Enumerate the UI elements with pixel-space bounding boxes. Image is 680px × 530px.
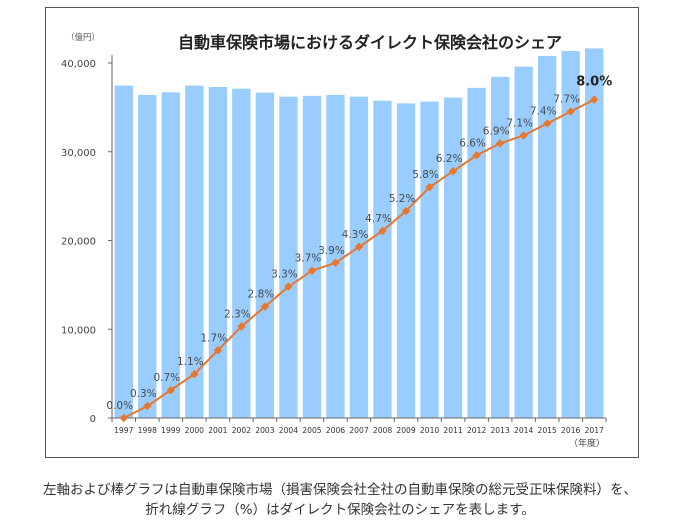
y-tick-label: 30,000 <box>61 148 96 159</box>
share-data-label: 6.6% <box>459 137 486 149</box>
x-tick-label: 2005 <box>302 426 321 435</box>
y-tick-label: 0 <box>90 414 96 425</box>
bar-1998 <box>138 94 157 419</box>
bar-2006 <box>326 94 345 419</box>
share-point-1997 <box>119 413 128 423</box>
share-point-2010 <box>425 182 434 192</box>
x-tick-label: 2001 <box>208 426 227 435</box>
bar-2014 <box>514 66 533 418</box>
axes: 0 10,000 20,000 30,000 40,000 1997 1998 1999 200… <box>61 55 607 435</box>
bar-2003 <box>255 92 274 418</box>
share-data-label: 0.7% <box>153 372 180 384</box>
share-data-label: 1.1% <box>177 356 204 368</box>
share-point-2006 <box>331 258 340 267</box>
share-data-label: 5.8% <box>412 169 439 181</box>
share-data-label: 3.9% <box>318 245 345 257</box>
share-point-2007 <box>354 242 364 252</box>
bar-2016 <box>561 51 580 418</box>
bar-1997 <box>114 85 133 418</box>
x-tick-label: 1999 <box>161 426 180 435</box>
x-tick-label: 2015 <box>538 426 557 435</box>
caption-line-1: 左軸および棒グラフは自動車保険市場（損害保険会社全社の自動車保険の総元受正味保険… <box>43 482 637 498</box>
x-tick-label: 2013 <box>490 426 509 435</box>
x-tick-label: 2014 <box>514 426 533 435</box>
share-point-2004 <box>284 282 293 291</box>
share-data-label: 7.4% <box>530 105 557 117</box>
share-point-2009 <box>401 206 411 216</box>
share-data-label: 0.0% <box>106 400 133 412</box>
share-data-label: 6.9% <box>483 125 510 137</box>
x-tick-label: 2003 <box>255 426 274 435</box>
x-tick-label: 2008 <box>373 426 392 435</box>
bar-2010 <box>420 101 439 418</box>
caption-line-2: 折れ線グラフ（%）はダイレクト保険会社のシェアを表します。 <box>145 502 535 518</box>
chart: 自動車保険市場におけるダイレクト保険会社のシェア （億円） （年度） 0 10,0… <box>61 32 612 449</box>
x-tick-label: 1998 <box>138 426 157 435</box>
share-data-label: 7.1% <box>506 117 533 129</box>
bar-2007 <box>349 96 369 418</box>
share-point-2001 <box>213 346 223 355</box>
bar-1999 <box>161 92 180 419</box>
share-point-2003 <box>260 302 270 311</box>
share-point-2008 <box>378 226 387 236</box>
x-tick-label: 2002 <box>232 426 251 435</box>
y-tick-label: 40,000 <box>61 59 96 70</box>
share-point-2005 <box>307 266 317 275</box>
share-point-1998 <box>143 401 152 411</box>
share-point-2000 <box>190 370 199 379</box>
bar-2008 <box>373 100 392 418</box>
share-point-2002 <box>237 322 246 331</box>
x-tick-label: 2006 <box>326 426 345 435</box>
bar-2004 <box>279 96 298 418</box>
chart-caption: 左軸および棒グラフは自動車保険市場（損害保険会社全社の自動車保険の総元受正味保険… <box>0 480 680 520</box>
bar-series <box>114 48 604 419</box>
bar-2015 <box>538 55 557 419</box>
bar-2013 <box>491 76 510 419</box>
share-data-label: 1.7% <box>201 332 228 344</box>
x-tick-label: 2009 <box>396 426 415 435</box>
share-point-2014 <box>519 131 528 140</box>
x-tick-label: 2012 <box>467 426 486 435</box>
bar-2005 <box>302 95 322 419</box>
share-point-2017 <box>590 95 599 104</box>
bar-2000 <box>185 85 204 418</box>
share-point-2015 <box>542 119 552 128</box>
x-axis-unit-label: （年度） <box>569 437 605 449</box>
share-data-label: 3.3% <box>271 269 298 281</box>
bar-2017 <box>585 48 604 419</box>
chart-title: 自動車保険市場におけるダイレクト保険会社のシェア <box>178 33 562 52</box>
x-tick-label: 2004 <box>279 426 298 435</box>
x-tick-label: 2000 <box>185 426 204 435</box>
share-point-2012 <box>472 151 481 160</box>
x-tick-label: 1997 <box>114 426 133 435</box>
x-tick-label: 2011 <box>443 426 462 435</box>
share-point-1999 <box>166 385 176 395</box>
share-data-label: 0.3% <box>130 388 157 400</box>
share-data-label: 8.0% <box>576 75 612 90</box>
share-data-label: 3.7% <box>295 253 322 265</box>
y-tick-label: 10,000 <box>61 325 96 336</box>
share-point-2016 <box>566 107 575 116</box>
y-tick-label: 20,000 <box>61 237 96 248</box>
bar-2012 <box>467 87 486 419</box>
share-point-2013 <box>495 139 505 148</box>
bar-2009 <box>396 103 416 419</box>
x-tick-label: 2016 <box>561 426 580 435</box>
share-data-label: 4.3% <box>342 229 369 241</box>
share-point-2011 <box>448 167 458 176</box>
share-data-label: 6.2% <box>436 153 463 165</box>
y-axis-unit-label: （億円） <box>66 32 100 43</box>
x-tick-label: 2017 <box>585 426 604 435</box>
share-data-label: 2.3% <box>224 308 251 320</box>
bar-2002 <box>232 88 251 418</box>
bar-2001 <box>208 87 227 418</box>
share-data-label: 7.7% <box>553 94 580 106</box>
share-data-label: 2.8% <box>248 289 275 301</box>
bar-2011 <box>443 97 463 418</box>
share-line-series: 0.0%0.3% 0.7% 1.1% 1.7% 2.3% 2.8% 3.3% 3.7%3.9%… <box>106 75 612 423</box>
x-tick-label: 2010 <box>420 426 439 435</box>
share-data-label: 5.2% <box>389 193 416 205</box>
share-data-label: 4.7% <box>365 213 392 225</box>
x-tick-label: 2007 <box>349 426 368 435</box>
